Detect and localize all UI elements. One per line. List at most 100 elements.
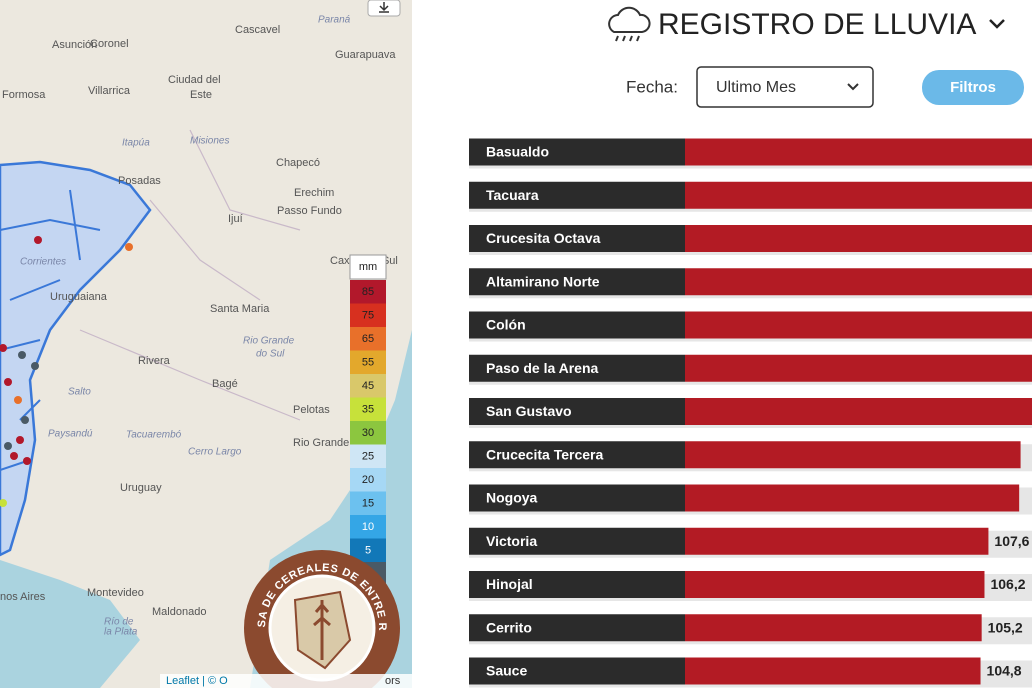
- station: [0, 499, 7, 507]
- map-label: Cascavel: [235, 24, 280, 36]
- legend-swatch: [350, 538, 386, 562]
- legend-value: 15: [362, 497, 374, 509]
- header: REGISTRO DE LLUVIA: [608, 6, 1005, 42]
- station: [31, 362, 39, 370]
- page-title: REGISTRO DE LLUVIA: [658, 8, 976, 41]
- map-label: Villarrica: [88, 85, 131, 97]
- map-label: Itapúa: [122, 138, 150, 149]
- map-label: nos Aires: [0, 591, 46, 603]
- bar-name: Basualdo: [486, 144, 549, 160]
- legend-value: 10: [362, 521, 374, 533]
- legend-swatch: [350, 374, 386, 398]
- bar-label-bg: [469, 657, 685, 685]
- bar-name: Hinojal: [486, 576, 533, 592]
- bar: [685, 225, 1032, 252]
- date-select-value: Ultimo Mes: [716, 79, 796, 96]
- map-label: Misiones: [190, 136, 229, 147]
- bar-name: Crucesita Octava: [486, 230, 601, 246]
- legend-value: 25: [362, 450, 374, 462]
- map-label: Salto: [68, 387, 91, 398]
- map-label: Maldonado: [152, 606, 206, 618]
- station: [125, 243, 133, 251]
- legend-value: 65: [362, 333, 374, 345]
- bar: [685, 354, 1032, 382]
- station: [34, 236, 42, 244]
- map-label: Montevideo: [87, 587, 144, 599]
- map-label: Paysandú: [48, 429, 93, 440]
- filters-button[interactable]: [922, 70, 1024, 105]
- legend-swatch: [350, 327, 386, 351]
- department-borders: [0, 189, 101, 471]
- bar-name: Crucecita Tercera: [486, 446, 603, 462]
- bar-name: Cerrito: [486, 619, 532, 635]
- bar-value-label: 104,8: [987, 663, 1022, 679]
- bar-name: Tacuara: [486, 187, 539, 203]
- borders: [79, 129, 301, 421]
- bar-chart: Basualdo Tacuara Crucesita Octava Altamiran…: [469, 138, 1032, 688]
- map-label: Bagé: [212, 378, 238, 390]
- map-label: Corrientes: [20, 257, 66, 268]
- map-label: Ijuí: [228, 213, 243, 225]
- select-chevron: [847, 83, 859, 91]
- map-legend: mm 857565554535302520151050: [349, 254, 387, 586]
- map-label: Santa Maria: [210, 303, 270, 315]
- bar: [685, 311, 1032, 339]
- attribution-bg: [160, 674, 412, 688]
- bar-name: Nogoya: [486, 490, 538, 506]
- bar-label-bg: [469, 138, 685, 166]
- bar-label-bg: [469, 181, 685, 209]
- attribution: Leaflet | © O: [166, 675, 228, 687]
- bar-value-label: 105,2: [988, 619, 1023, 635]
- bar: [685, 268, 1032, 296]
- map-label: Asunción: [52, 39, 97, 51]
- legend-swatch: [350, 421, 386, 445]
- legend-swatch: [350, 468, 386, 492]
- bar-label-bg: [469, 441, 685, 469]
- bar-label-bg: [469, 614, 685, 642]
- logo-wheat: [313, 600, 331, 660]
- bar-name: Colón: [486, 317, 526, 333]
- map-label: Este: [190, 89, 212, 101]
- bar-name: Sauce: [486, 663, 527, 679]
- legend-swatch: [350, 491, 386, 515]
- bar: [685, 527, 989, 555]
- date-label: Fecha:: [626, 77, 678, 96]
- map-label: Ciudad del: [168, 74, 221, 86]
- map-label: Uruguay: [120, 482, 162, 494]
- legend-value: 30: [362, 427, 374, 439]
- bar-label-bg: [469, 268, 685, 296]
- legend-swatch: [350, 303, 386, 327]
- map-label: Rio Grande: [243, 336, 295, 347]
- station: [4, 378, 12, 386]
- cloud-icon: [608, 6, 651, 33]
- date-select[interactable]: [696, 66, 874, 108]
- bar-label-bg: [469, 311, 685, 339]
- legend-swatch: [350, 350, 386, 374]
- bar: [685, 398, 1032, 425]
- station: [0, 344, 7, 352]
- bar-name: Altamirano Norte: [486, 273, 600, 289]
- bar: [685, 657, 981, 685]
- bar: [685, 571, 985, 598]
- station: [10, 452, 18, 460]
- river-plate: [0, 560, 140, 688]
- title-dropdown[interactable]: [989, 19, 1005, 29]
- legend-value: 55: [362, 356, 374, 368]
- map-label: Passo Fundo: [277, 205, 342, 217]
- filters: Fecha: Ultimo Mes Filtros: [626, 66, 1024, 108]
- legend-value: 20: [362, 474, 374, 486]
- station: [21, 416, 29, 424]
- bar-value-label: 106,2: [990, 576, 1025, 592]
- map-label: la Plata: [104, 627, 138, 638]
- map-label: Coronel: [90, 38, 129, 50]
- map-label: Chapecó: [276, 157, 320, 169]
- bar-name: Paso de la Arena: [486, 360, 599, 376]
- map-label: Posadas: [118, 175, 161, 187]
- station: [16, 436, 24, 444]
- bar-label-bg: [469, 484, 685, 512]
- bar-name: San Gustavo: [486, 403, 572, 419]
- map-label: Formosa: [2, 89, 46, 101]
